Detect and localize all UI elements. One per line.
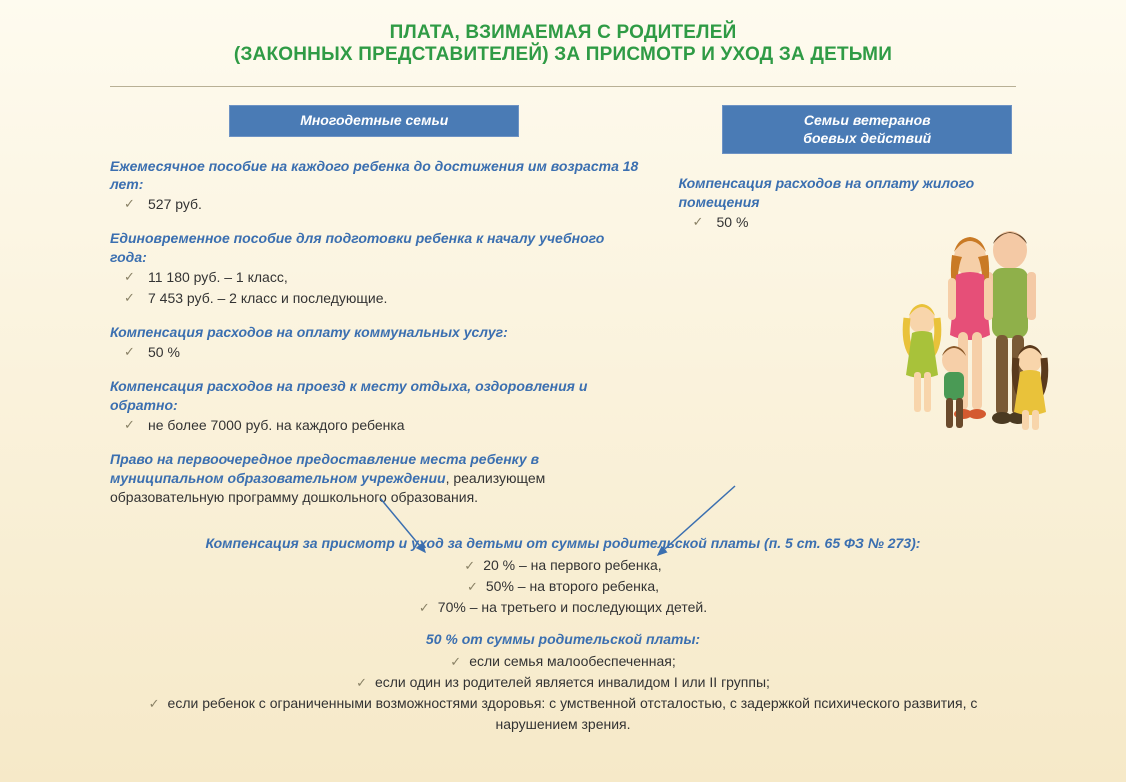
bottom-b1-list: 20 % – на первого ребенка, 50% – на втор… [419,555,707,618]
list-item: 50 % [130,342,639,363]
left-s5-heading: Право на первоочередное предоставление м… [110,450,639,488]
left-s2-heading: Единовременное пособие для подготовки ре… [110,229,639,267]
list-item: 20 % – на первого ребенка, [419,555,707,576]
list-item: 7 453 руб. – 2 класс и последующие. [130,288,639,309]
list-item: не более 7000 руб. на каждого ребенка [130,415,639,436]
list-item: 50% – на второго ребенка, [419,576,707,597]
bottom-b2-list: если семья малообеспеченная; если один и… [110,651,1016,735]
title-block: ПЛАТА, ВЗИМАЕМАЯ С РОДИТЕЛЕЙ (ЗАКОННЫХ П… [0,0,1126,78]
bottom-block: Компенсация за присмотр и уход за детьми… [0,534,1126,747]
family-illustration [880,220,1070,485]
title-line1: ПЛАТА, ВЗИМАЕМАЯ С РОДИТЕЛЕЙ [0,22,1126,44]
family-icon [880,220,1070,480]
bottom-b1-heading: Компенсация за присмотр и уход за детьми… [110,534,1016,553]
left-s4-list: не более 7000 руб. на каждого ребенка [110,415,639,436]
left-s1-list: 527 руб. [110,194,639,215]
left-s3-list: 50 % [110,342,639,363]
left-s3-heading: Компенсация расходов на оплату коммуналь… [110,323,639,342]
right-btn-l1: Семьи ветеранов [804,112,931,128]
left-s5-cont: , реализующем [446,470,546,486]
column-left: Многодетные семьи Ежемесячное пособие на… [110,105,639,506]
category-button-large-families: Многодетные семьи [229,105,519,137]
category-button-veteran-families: Семьи ветеранов боевых действий [722,105,1012,154]
list-item: если семья малообеспеченная; [110,651,1016,672]
left-s1-heading: Ежемесячное пособие на каждого ребенка д… [110,157,639,195]
left-s4-heading: Компенсация расходов на проезд к месту о… [110,377,639,415]
list-item: 527 руб. [130,194,639,215]
left-s2-list: 11 180 руб. – 1 класс, 7 453 руб. – 2 кл… [110,267,639,309]
right-btn-l2: боевых действий [803,130,931,146]
list-item: если ребенок с ограниченными возможностя… [110,693,1016,735]
title-line2: (ЗАКОННЫХ ПРЕДСТАВИТЕЛЕЙ) ЗА ПРИСМОТР И … [0,44,1126,66]
bottom-b2-heading: 50 % от суммы родительской платы: [110,630,1016,649]
list-item: 70% – на третьего и последующих детей. [419,597,707,618]
right-s1-heading: Компенсация расходов на оплату жилого по… [679,174,1057,212]
list-item: если один из родителей является инвалидо… [110,672,1016,693]
list-item: 11 180 руб. – 1 класс, [130,267,639,288]
